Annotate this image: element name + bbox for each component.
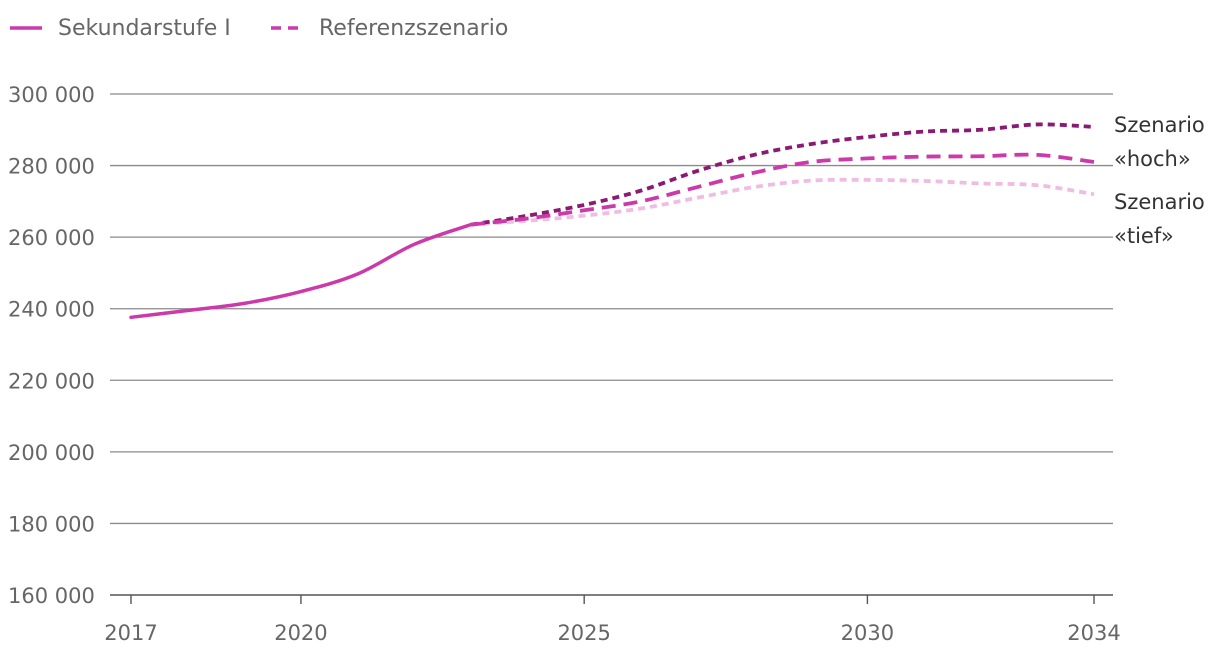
x-tick-label: 2034 (1067, 621, 1120, 645)
annotation-tief-line1: Szenario (1114, 190, 1205, 214)
x-tick-label: 2017 (104, 621, 157, 645)
x-axis: 2017 2020 2025 2030 2034 (104, 595, 1121, 645)
annotation-hoch-line1: Szenario (1114, 113, 1205, 137)
y-tick-label: 220 000 (8, 369, 95, 393)
series-line-szenario-hoch (470, 122, 1095, 227)
annotations: Szenario «hoch» Szenario «tief» (1114, 113, 1205, 248)
x-tick-label: 2030 (841, 621, 894, 645)
y-tick-label: 200 000 (8, 441, 95, 465)
gridlines (110, 93, 1113, 596)
series-line-referenzszenario (470, 152, 1095, 227)
y-tick-label: 260 000 (8, 226, 95, 250)
series-lines (129, 122, 1095, 320)
x-tick-label: 2025 (557, 621, 610, 645)
legend-label-sekundarstufe: Sekundarstufe I (58, 16, 231, 41)
x-tick-label: 2020 (274, 621, 327, 645)
series-line-szenario-tief (470, 177, 1095, 227)
annotation-tief-line2: «tief» (1114, 224, 1174, 248)
y-tick-label: 280 000 (8, 155, 95, 179)
legend-label-referenzszenario: Referenzszenario (319, 16, 508, 41)
annotation-hoch-line2: «hoch» (1114, 147, 1191, 171)
y-tick-label: 300 000 (8, 83, 95, 107)
y-tick-label: 240 000 (8, 298, 95, 322)
y-tick-label: 180 000 (8, 512, 95, 536)
series-line-sekundarstufe (129, 222, 473, 320)
y-axis-ticks: 160 000 180 000 200 000 220 000 240 000 260 0… (8, 83, 95, 608)
y-tick-label: 160 000 (8, 584, 95, 608)
legend: Sekundarstufe I Referenzszenario (10, 16, 508, 41)
